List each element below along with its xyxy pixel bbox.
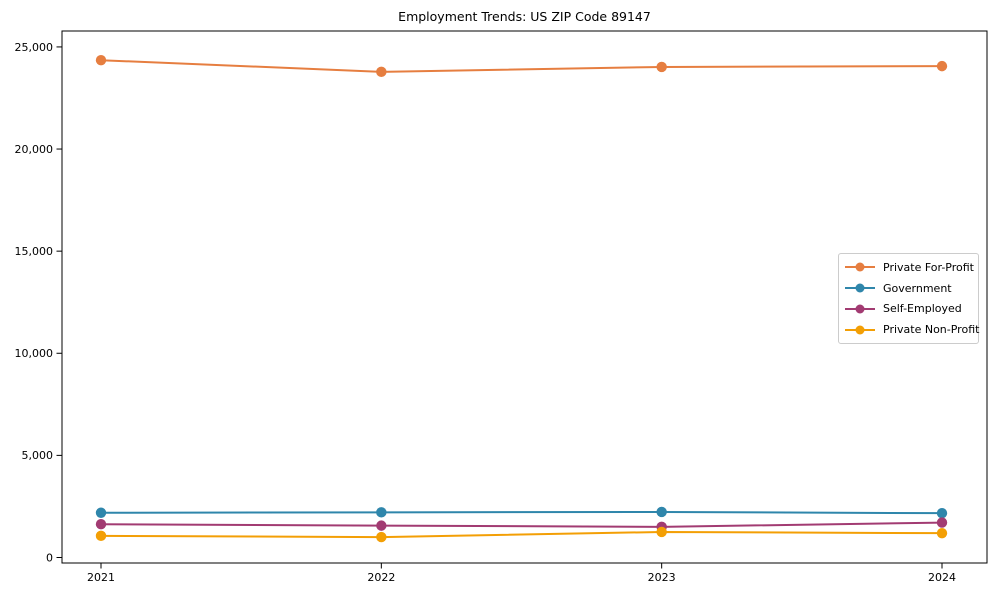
axes-frame	[61, 30, 988, 564]
data-point	[936, 517, 948, 528]
data-point	[936, 507, 948, 519]
x-axis-tick-label: 2022	[367, 571, 395, 584]
x-axis-tick-label: 2024	[928, 571, 956, 584]
y-axis-tick-label: 20,000	[15, 143, 54, 156]
y-axis-tick-label: 0	[46, 551, 53, 564]
legend-label: Government	[883, 281, 952, 295]
data-point	[95, 507, 107, 518]
data-point	[95, 518, 107, 530]
data-point	[376, 520, 387, 531]
data-point	[376, 507, 387, 518]
legend: Private For-Profit Government Self-Employe…	[838, 253, 979, 344]
legend-line-marker-icon	[845, 325, 875, 335]
data-point	[656, 506, 667, 518]
legend-label: Private For-Profit	[883, 260, 974, 274]
data-point	[95, 55, 107, 66]
x-axis-tick-label: 2023	[648, 571, 676, 584]
data-line-self-employed	[100, 521, 943, 528]
data-point	[936, 527, 948, 539]
x-axis-tick-label: 2021	[87, 571, 115, 584]
data-point	[376, 531, 387, 543]
legend-line-marker-icon	[845, 262, 875, 272]
data-point	[936, 60, 948, 72]
legend-label: Self-Employed	[883, 302, 962, 316]
data-line-government	[100, 510, 943, 515]
data-point	[376, 66, 387, 78]
legend-label: Private Non-Profit	[883, 323, 980, 337]
y-axis-tick-label: 5,000	[22, 449, 54, 462]
data-line-private-for-profit	[100, 59, 943, 73]
chart-title: Employment Trends: US ZIP Code 89147	[398, 9, 651, 24]
legend-line-marker-icon	[845, 304, 875, 314]
data-line-private-non-profit	[100, 530, 943, 539]
data-point	[656, 526, 667, 538]
legend-item: Government	[844, 282, 974, 295]
legend-item: Private Non-Profit	[844, 323, 979, 336]
data-point	[656, 61, 667, 73]
y-axis-tick-label: 25,000	[15, 41, 54, 54]
data-point	[95, 530, 107, 542]
y-axis-tick-label: 10,000	[15, 347, 54, 360]
legend-item: Self-Employed	[844, 302, 974, 315]
legend-item: Private For-Profit	[844, 261, 974, 274]
y-axis-tick-label: 15,000	[15, 245, 54, 258]
legend-line-marker-icon	[845, 283, 875, 293]
